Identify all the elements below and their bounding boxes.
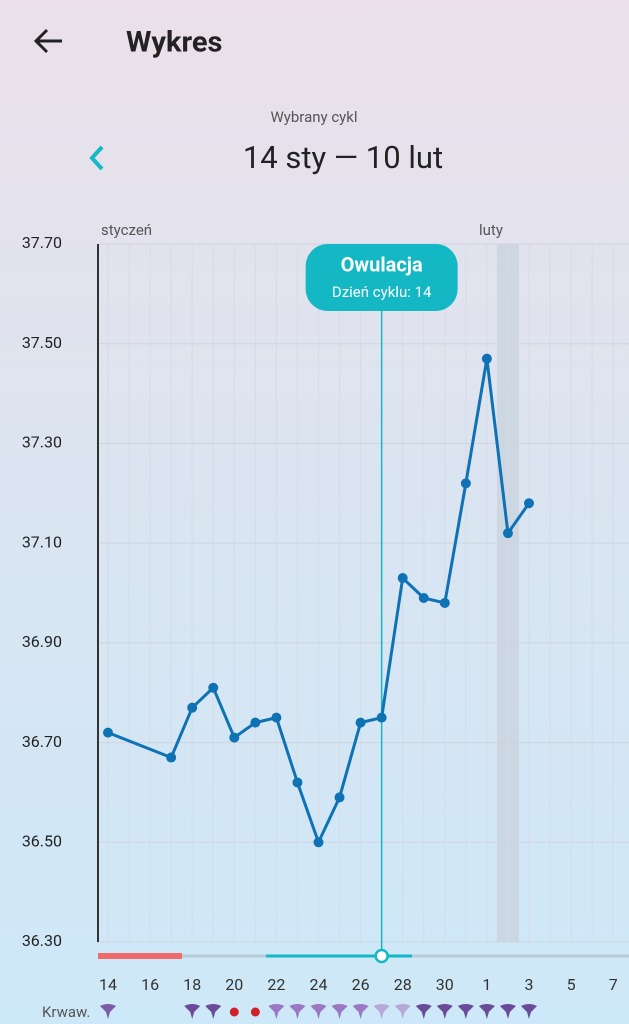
mucus-icon [521, 1004, 537, 1019]
y-tick-label: 37.10 [22, 532, 62, 551]
mucus-icon [184, 1004, 201, 1019]
x-tick-label: 5 [567, 975, 576, 994]
mucus-icon [373, 1004, 390, 1019]
data-point [439, 597, 450, 608]
x-tick-label: 1 [482, 975, 491, 994]
mucus-icon [205, 1004, 222, 1019]
data-point [418, 592, 429, 603]
data-point [208, 682, 219, 693]
data-point [313, 837, 324, 848]
x-tick-label: 30 [436, 975, 454, 994]
mucus-icon [394, 1004, 411, 1019]
x-tick-label: 22 [267, 975, 285, 994]
mucus-icon [457, 1004, 474, 1019]
x-tick-label: 16 [141, 975, 159, 994]
prev-cycle[interactable] [89, 145, 104, 171]
mucus-icon [478, 1004, 495, 1019]
page-title: Wykres [126, 26, 222, 60]
data-point [460, 478, 471, 489]
y-tick-label: 36.30 [22, 931, 62, 950]
data-point [166, 752, 177, 763]
data-point [376, 712, 387, 723]
data-point [355, 717, 366, 728]
mucus-icon [415, 1004, 432, 1019]
mucus-icon [352, 1004, 369, 1019]
blood-icon [229, 1007, 239, 1017]
data-point [334, 792, 345, 803]
mucus-icon [436, 1004, 453, 1019]
y-tick-label: 36.90 [22, 632, 62, 651]
y-tick-label: 37.70 [22, 233, 62, 252]
mucus-icon [310, 1004, 327, 1019]
x-tick-label: 18 [183, 975, 201, 994]
cycle-label: Wybrany cykl [270, 108, 357, 126]
data-point [292, 777, 303, 788]
data-point [481, 353, 492, 364]
y-tick-label: 37.50 [22, 333, 62, 352]
x-tick-label: 14 [99, 975, 117, 994]
plot: 14 16 18 20 22 24 26 28 30 1 3 5 7 36.30 36.50 36.70 36.… [22, 233, 629, 1021]
data-point [229, 732, 240, 743]
mucus-icon [331, 1004, 348, 1019]
ovulation-title: Owulacja [341, 252, 423, 276]
mucus-icon [289, 1004, 306, 1019]
x-tick-label: 28 [394, 975, 412, 994]
mucus-icon [268, 1004, 285, 1019]
data-point [271, 712, 282, 723]
ovulation-bubble [305, 244, 458, 311]
ovulation-text: Dzień cyklu: 14 [332, 283, 432, 301]
blood-icon [250, 1007, 260, 1017]
month-label: luty [479, 221, 503, 239]
y-tick-label: 37.30 [22, 433, 62, 452]
data-point [250, 717, 261, 728]
back-button[interactable] [33, 28, 62, 54]
x-tick-label: 3 [525, 975, 534, 994]
y-tick-label: 36.50 [22, 832, 62, 851]
data-point [187, 702, 198, 713]
ovulation-dot [374, 948, 389, 964]
mucus-icon [100, 1004, 116, 1019]
cycle-range: 14 sty — 10 lut [243, 139, 443, 176]
month-label: styczeń [101, 221, 152, 239]
x-tick-label: 20 [225, 975, 243, 994]
y-tick-label: 36.70 [22, 732, 62, 751]
data-point [502, 528, 513, 539]
data-point [524, 498, 534, 509]
x-tick-label: 7 [609, 975, 618, 994]
data-point [103, 727, 113, 738]
x-tick-label: 26 [352, 975, 370, 994]
data-point [397, 573, 408, 584]
row-label: Krwaw. [42, 1003, 90, 1021]
x-tick-label: 24 [310, 975, 328, 994]
mucus-icon [499, 1004, 516, 1019]
